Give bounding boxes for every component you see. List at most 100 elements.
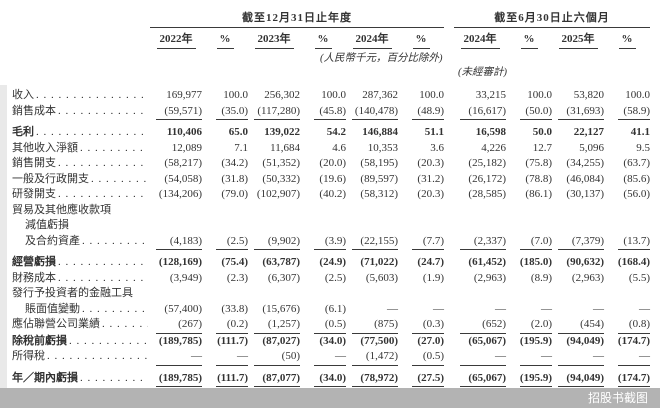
- value: (3,949): [169, 271, 202, 284]
- value-cell: (454): [552, 317, 604, 334]
- value-cell: (1.9): [398, 271, 444, 287]
- table-body: 收入 169,977 100.0 256,302 100.0 287,362 100.0 33…: [12, 88, 654, 389]
- value: (22,155): [352, 234, 398, 250]
- value-cell: 12,089: [150, 141, 202, 157]
- value-cell: (24.9): [300, 255, 346, 271]
- value-cell: (195.9): [506, 371, 552, 389]
- row-label: 所得稅: [12, 350, 45, 362]
- value: (78,972): [352, 371, 398, 389]
- value-cell: 41.1: [604, 125, 650, 141]
- value: (7.0): [520, 234, 552, 250]
- value-cell: (267): [150, 317, 202, 334]
- column-header-label: %: [618, 33, 636, 49]
- value: (50.0): [520, 104, 552, 120]
- value-cell: (2,963): [454, 271, 506, 287]
- value: (30,137): [566, 188, 604, 200]
- dot-leader: [82, 302, 148, 318]
- column-header-label: 2022年: [156, 33, 196, 49]
- value: 100.0: [419, 89, 444, 101]
- value-cell: (28,585): [454, 187, 506, 203]
- value: (50): [254, 349, 300, 366]
- value-cell: (20.3): [398, 187, 444, 203]
- value: —: [460, 349, 506, 366]
- column-header-label: %: [412, 33, 430, 49]
- value: —: [541, 302, 552, 315]
- value: (56.0): [623, 188, 650, 200]
- value: (26,172): [468, 172, 506, 185]
- value-cell: (31,693): [552, 104, 604, 120]
- value: —: [618, 349, 650, 366]
- value-cell: (35.0): [202, 104, 248, 120]
- row-label-cell: 銷售開支: [12, 156, 150, 172]
- value-cell: (65,067): [454, 371, 506, 389]
- value-cell: (50): [248, 349, 300, 366]
- header-label-spacer: [12, 11, 150, 28]
- row-label: 銷售成本: [12, 104, 56, 117]
- value-cell: (79.0): [202, 187, 248, 203]
- value-cell: (20.0): [300, 156, 346, 172]
- column-header: 2024年: [454, 33, 506, 49]
- value-cell: 9.5: [604, 141, 650, 157]
- value-cell: (0.5): [300, 317, 346, 334]
- row-label: 研發開支: [12, 188, 56, 200]
- value: —: [639, 302, 650, 315]
- value: (875): [352, 317, 398, 334]
- column-header: %: [604, 33, 650, 49]
- value-cell: (75.4): [202, 255, 248, 271]
- value-cell: 33,215: [454, 88, 506, 104]
- value-cell: (58.9): [604, 104, 650, 120]
- value: (267): [156, 317, 202, 334]
- value: (89,597): [360, 172, 398, 185]
- value: (174.7): [617, 334, 650, 347]
- value-cell: 11,684: [248, 141, 300, 157]
- table-row-label-line: 貿易及其他應收款項: [12, 203, 654, 219]
- row-label: 銷售開支: [12, 157, 56, 169]
- column-header-label: %: [314, 33, 332, 49]
- row-label-cell: 應佔聯營公司業績: [12, 317, 150, 333]
- value: (77,500): [360, 334, 398, 347]
- value: 65.0: [228, 126, 248, 138]
- row-label-cell: 其他收入淨額: [12, 141, 150, 157]
- period-group-title: 截至6月30日止六個月: [494, 12, 610, 24]
- value: 100.0: [527, 89, 552, 101]
- value: (2.5): [324, 271, 346, 284]
- value-cell: (0.3): [398, 317, 444, 334]
- value-cell: (78,972): [346, 371, 398, 389]
- value: (5.5): [628, 271, 650, 284]
- column-header: 2023年: [248, 33, 300, 49]
- row-label: 應佔聯營公司業績: [12, 318, 100, 330]
- row-label-cell: 減值虧損: [12, 218, 150, 234]
- row-label-cell: 所得稅: [12, 349, 150, 365]
- value-cell: (34,255): [552, 156, 604, 172]
- value: (102,907): [256, 188, 300, 200]
- dot-leader: [58, 104, 148, 120]
- row-label-cell: 銷售成本: [12, 104, 150, 120]
- value: (90,632): [566, 256, 604, 268]
- value-cell: (30,137): [552, 187, 604, 203]
- column-header-label: %: [216, 33, 234, 49]
- column-header: 2024年: [346, 33, 398, 49]
- watermark-bar: 招股书截图: [0, 388, 660, 408]
- dot-leader: [58, 271, 148, 287]
- value: 9.5: [636, 141, 650, 154]
- value: —: [495, 302, 506, 315]
- value: (34,255): [566, 157, 604, 169]
- value-cell: (61,452): [454, 255, 506, 271]
- value: (3.9): [314, 234, 346, 250]
- column-header-label: 2025年: [558, 33, 598, 49]
- value-cell: 169,977: [150, 88, 202, 104]
- value: 4.6: [332, 141, 346, 154]
- value: (75.8): [525, 157, 552, 169]
- value: (0.5): [412, 349, 444, 366]
- dot-leader: [91, 172, 148, 188]
- value-cell: —: [202, 349, 248, 366]
- value: (87,027): [262, 334, 300, 347]
- value: (28,585): [468, 188, 506, 200]
- value: (189,785): [156, 371, 202, 389]
- dot-leader: [102, 317, 148, 333]
- value: (6,307): [267, 271, 300, 284]
- value-cell: 3.6: [398, 141, 444, 157]
- value-cell: —: [604, 302, 650, 318]
- value: (46,084): [566, 172, 604, 185]
- value: (94,049): [566, 334, 604, 347]
